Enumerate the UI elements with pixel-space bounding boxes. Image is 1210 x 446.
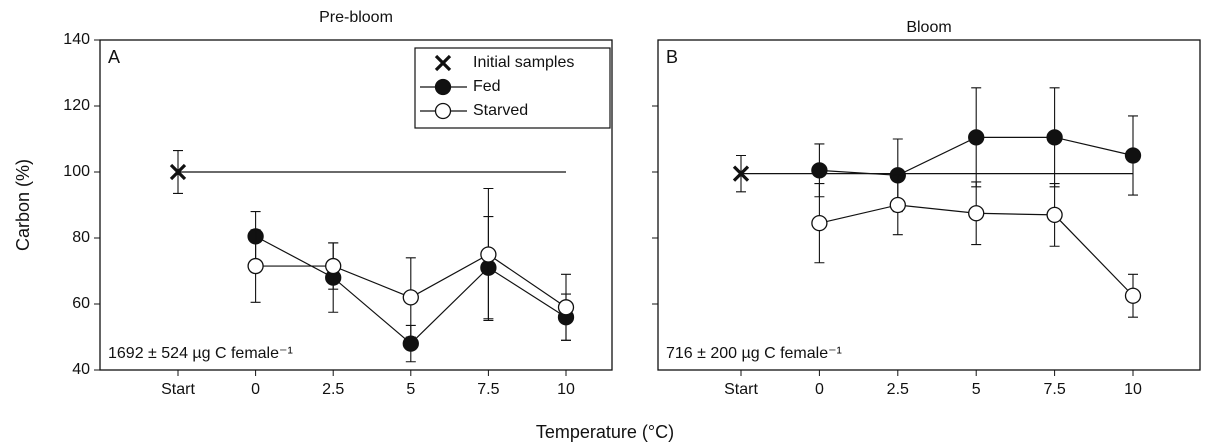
legend-marker (434, 54, 452, 72)
legend-label: Fed (473, 78, 501, 95)
annotation: 716 ± 200 µg C female⁻¹ (666, 345, 842, 362)
marker-open (557, 299, 575, 316)
marker-x-stroke (169, 163, 187, 181)
x-tick-label: 5 (406, 381, 415, 398)
y-tick-label: 120 (63, 97, 90, 114)
y-tick-label: 60 (72, 295, 90, 312)
marker-x (169, 163, 187, 181)
legend-marker (434, 102, 452, 120)
marker-filled (968, 129, 985, 146)
x-tick-label: 7.5 (477, 381, 499, 398)
x-tick-label: 2.5 (322, 381, 344, 398)
marker-x (732, 165, 750, 182)
x-tick-label: 5 (972, 381, 981, 398)
legend-marker (434, 78, 452, 96)
y-tick-label: 40 (72, 361, 90, 378)
x-tick-label: 2.5 (887, 381, 909, 398)
x-tick-label: 10 (1124, 381, 1142, 398)
plot-frame (99, 39, 613, 371)
plot-frame (657, 39, 1201, 371)
annotation: 1692 ± 524 µg C female⁻¹ (108, 345, 293, 362)
x-tick-label: 10 (557, 381, 575, 398)
x-tick-label: Start (724, 381, 758, 398)
legend-label: Initial samples (473, 54, 574, 71)
marker-open (1124, 287, 1142, 304)
x-tick-label: 0 (815, 381, 824, 398)
x-tick-label: 7.5 (1043, 381, 1065, 398)
marker-open (247, 257, 264, 275)
marker-filled (1124, 147, 1142, 164)
marker-x-stroke (732, 165, 750, 182)
panel-title: Pre-bloom (319, 9, 393, 26)
y-tick-label: 140 (63, 31, 90, 48)
y-axis-label: Carbon (%) (13, 159, 33, 251)
panel-title: Bloom (906, 19, 951, 36)
legend-label: Starved (473, 102, 528, 119)
marker-open (325, 257, 342, 275)
marker-filled (402, 335, 419, 352)
marker-filled (811, 162, 828, 179)
y-tick-label: 80 (72, 229, 90, 246)
x-tick-label: 0 (251, 381, 260, 398)
panel-label: A (108, 47, 120, 67)
marker-open (480, 246, 497, 263)
marker-open (889, 196, 906, 214)
x-axis-label: Temperature (°C) (536, 422, 674, 442)
marker-open (811, 214, 828, 232)
marker-open (1046, 206, 1063, 224)
y-tick-label: 100 (63, 163, 90, 180)
marker-filled (1046, 129, 1063, 146)
x-tick-label: Start (161, 381, 195, 398)
marker-open (402, 289, 419, 306)
panel-label: B (666, 47, 678, 67)
marker-open (968, 205, 985, 222)
marker-x-stroke (434, 54, 452, 72)
